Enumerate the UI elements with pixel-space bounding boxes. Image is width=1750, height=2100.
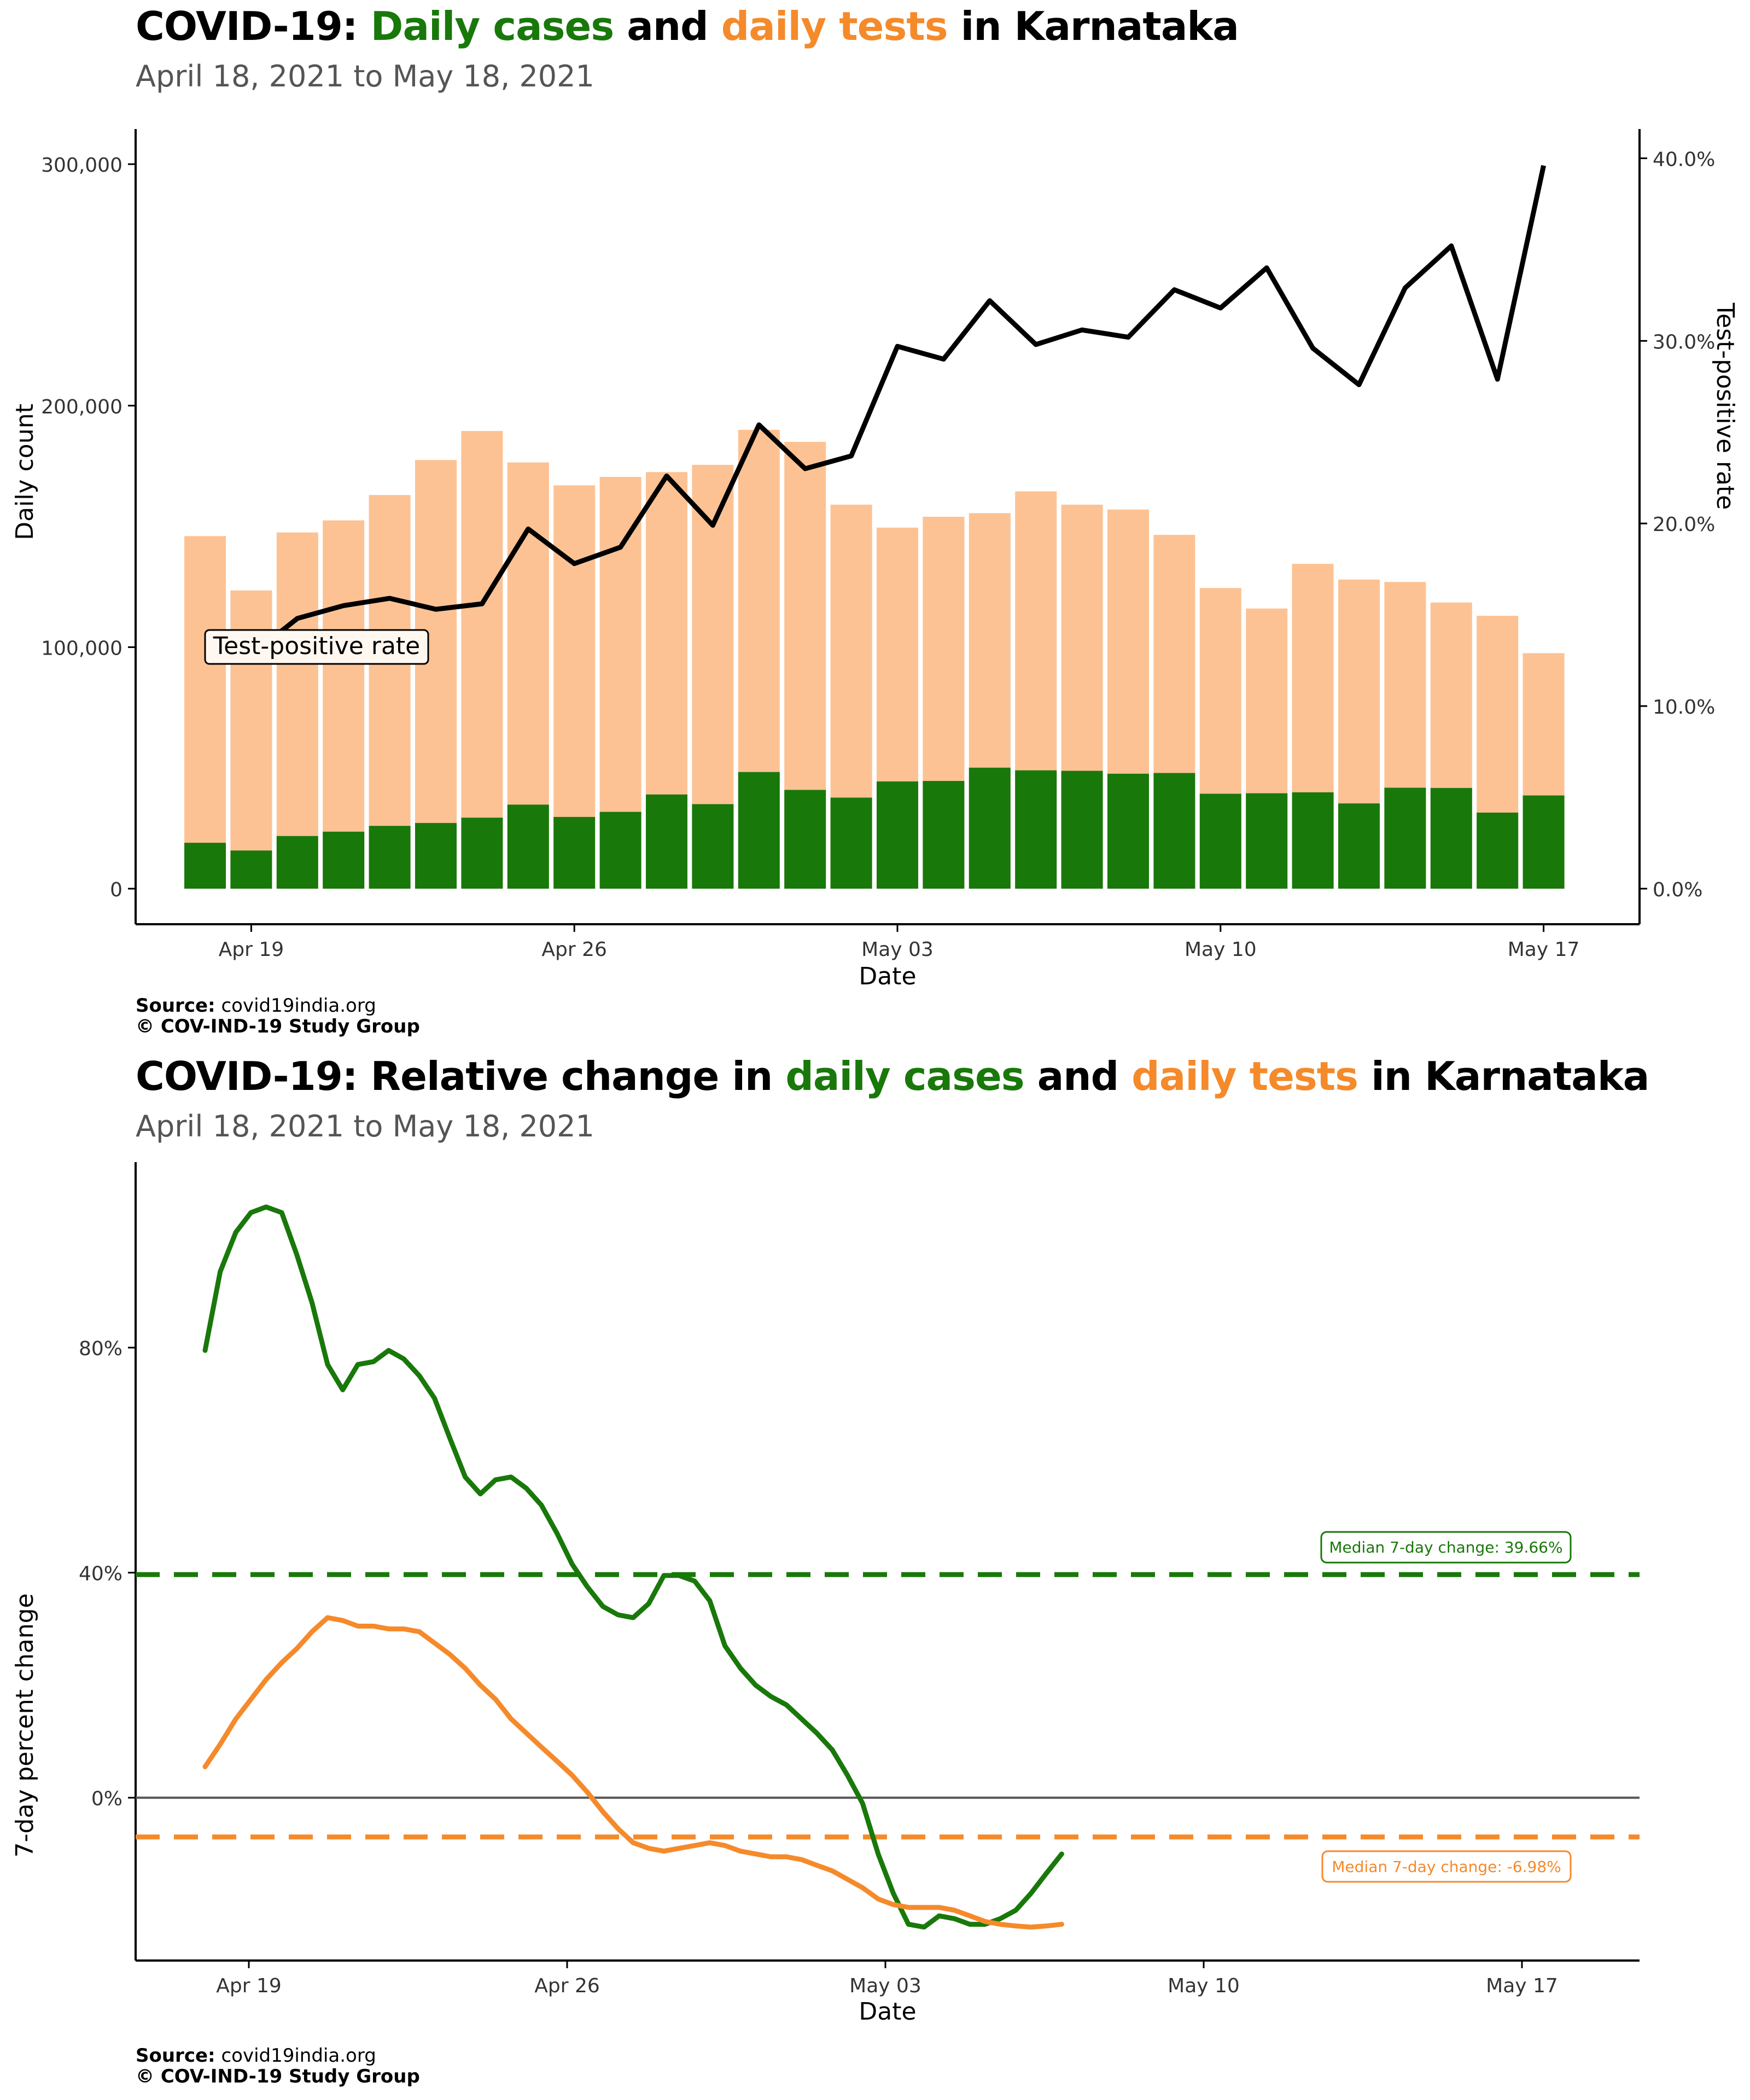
title-prefix: COVID-19: (136, 3, 371, 49)
tests-bar (369, 495, 411, 889)
cases-bar (415, 822, 457, 889)
cases-bar (646, 794, 687, 889)
chart-subtitle: April 18, 2021 to May 18, 2021 (136, 1109, 594, 1144)
cases-bar (1246, 793, 1288, 889)
cases-bar (1061, 771, 1103, 889)
title-cases: Daily cases (370, 3, 615, 49)
line-chart-svg: Median 7-day change: 39.66% Median 7-day … (11, 1162, 1640, 2026)
daily-cases-tests-panel: COVID-19: Daily cases and daily tests in… (11, 3, 1739, 1037)
cases-bar (1430, 788, 1472, 889)
line-label: Test-positive rate (213, 632, 420, 660)
cases-bar (553, 816, 596, 889)
median-cases-label: Median 7-day change: 39.66% (1329, 1538, 1562, 1556)
x-tick-label: May 03 (849, 1975, 921, 1997)
bar-chart-svg: Test-positive rate 0 100,000 200,000 300,000… (11, 129, 1739, 990)
line-label-box (204, 629, 429, 665)
cases-bar (230, 850, 272, 889)
x-tick-label: May 17 (1508, 938, 1580, 961)
cases-bar (323, 831, 365, 889)
x-tick-label: May 17 (1486, 1975, 1558, 1997)
y-tick-label: 200,000 (41, 396, 122, 418)
y-right-tick-label: 0.0% (1653, 879, 1702, 901)
cases-bar (599, 812, 641, 889)
title-prefix: COVID-19: Relative change in (136, 1053, 786, 1099)
cases-bar (369, 826, 411, 889)
title-and: and (1024, 1053, 1132, 1099)
y-right-tick-label: 30.0% (1653, 331, 1715, 353)
x-tick-label: May 10 (1185, 938, 1257, 961)
median-cases-label-box (1320, 1531, 1572, 1564)
cases-change-line (202, 1204, 1064, 1930)
x-tick-label: Apr 26 (541, 938, 607, 961)
title-suffix: in Karnataka (1358, 1053, 1649, 1099)
tests-bar (184, 536, 226, 889)
relative-change-panel: COVID-19: Relative change in daily cases… (0, 1050, 1750, 2100)
y-axis-title: Daily count (11, 404, 39, 540)
y-right-tick-label: 40.0% (1653, 148, 1715, 171)
y-right-tick-label: 20.0% (1653, 514, 1715, 536)
source-label: Source: (136, 995, 215, 1017)
cases-bar (877, 781, 918, 889)
cases-bar (1338, 803, 1380, 889)
chart-title: COVID-19: Relative change in daily cases… (136, 1053, 1649, 1099)
source-value: covid19india.org (221, 995, 376, 1017)
x-axis-title: Date (859, 1998, 916, 2026)
title-cases: daily cases (785, 1053, 1024, 1099)
chart-subtitle: April 18, 2021 to May 18, 2021 (136, 59, 594, 94)
copyright: © COV-IND-19 Study Group (136, 2066, 420, 2087)
tests-bar (415, 460, 457, 889)
source-note: Source: covid19india.org © COV-IND-19 St… (136, 995, 420, 1037)
cases-bar (923, 781, 965, 889)
y-axis-title-right: Test-positive rate (1711, 302, 1739, 510)
median-tests-label-box (1321, 1850, 1572, 1883)
cases-bar (784, 790, 826, 889)
cases-bar (1015, 770, 1057, 889)
y-tick-label: 100,000 (41, 637, 122, 660)
y-tick-label: 40% (79, 1563, 122, 1585)
x-tick-label: Apr 19 (219, 938, 284, 961)
median-tests-label: Median 7-day change: -6.98% (1332, 1858, 1561, 1876)
cases-bar (1522, 795, 1565, 889)
cases-bar (461, 818, 503, 889)
tests-bar (461, 431, 503, 889)
cases-bar (184, 843, 226, 889)
cases-bar (1477, 812, 1519, 889)
title-suffix: in Karnataka (947, 3, 1239, 49)
title-tests: daily tests (1131, 1053, 1358, 1099)
source-note: Source: covid19india.org © COV-IND-19 St… (136, 2045, 420, 2087)
cases-bar (738, 772, 780, 889)
y-right-tick-label: 10.0% (1653, 696, 1715, 719)
cases-bar (1292, 792, 1334, 889)
x-tick-label: May 10 (1168, 1975, 1240, 1997)
y-axis-title: 7-day percent change (11, 1593, 39, 1857)
cases-bar (1153, 773, 1195, 889)
cases-bar (969, 767, 1011, 889)
cases-bar (1107, 773, 1149, 889)
x-tick-label: Apr 19 (216, 1975, 282, 1997)
cases-bar (692, 804, 734, 889)
test-positive-rate-line (205, 165, 1546, 658)
x-tick-label: May 03 (861, 938, 934, 961)
x-axis-title: Date (859, 962, 916, 990)
y-tick-label: 0% (91, 1788, 122, 1810)
x-tick-label: Apr 26 (534, 1975, 600, 1997)
tests-change-line (202, 1615, 1064, 1930)
chart-title: COVID-19: Daily cases and daily tests in… (136, 3, 1239, 49)
cases-bar (1199, 794, 1241, 889)
tests-bar (323, 520, 365, 889)
y-tick-label: 80% (79, 1338, 122, 1360)
cases-bar (507, 804, 549, 889)
source-value: covid19india.org (221, 2045, 376, 2067)
cases-bar (830, 797, 872, 889)
copyright: © COV-IND-19 Study Group (136, 1016, 420, 1037)
title-and: and (614, 3, 721, 49)
y-tick-label: 300,000 (41, 154, 122, 177)
y-tick-label: 0 (110, 879, 122, 901)
tests-bar (276, 532, 318, 889)
cases-bar (1384, 788, 1426, 889)
title-tests: daily tests (721, 3, 948, 49)
source-label: Source: (136, 2045, 215, 2067)
cases-bar (276, 836, 318, 889)
